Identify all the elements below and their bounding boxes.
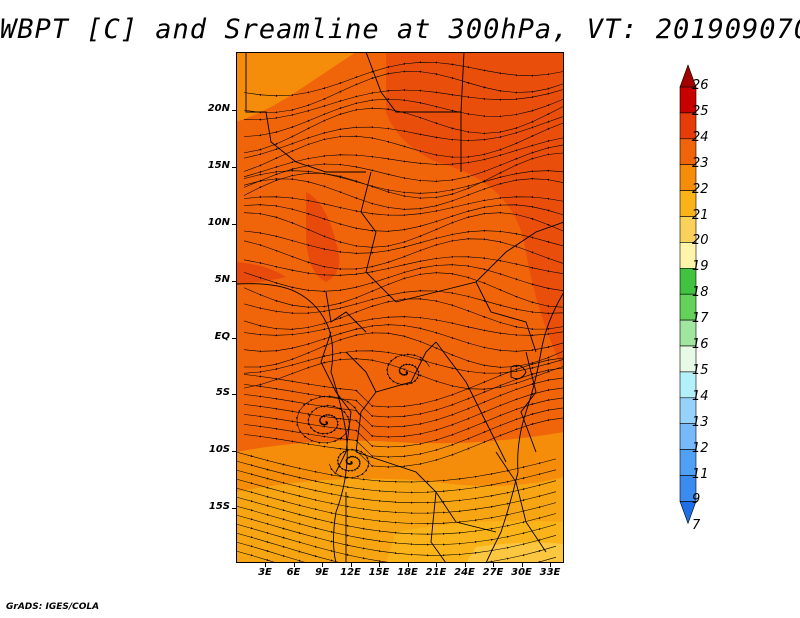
map-panel xyxy=(236,52,564,563)
lat-tick xyxy=(232,451,236,452)
lat-label: 10N xyxy=(207,217,230,228)
colorbar-label: 25 xyxy=(692,103,709,119)
lat-tick xyxy=(232,224,236,225)
lon-tick xyxy=(293,563,295,567)
streamlines xyxy=(236,61,564,563)
lon-label: 3E xyxy=(258,567,272,578)
lon-tick xyxy=(521,563,523,567)
lon-tick xyxy=(464,563,466,567)
lon-tick xyxy=(493,563,494,567)
lon-label: 21E xyxy=(425,567,447,578)
streamline xyxy=(243,417,564,469)
lon-tick xyxy=(322,563,323,567)
lon-tick xyxy=(350,563,352,567)
lat-label: 5N xyxy=(214,274,230,285)
lon-label: 24E xyxy=(454,567,475,578)
lon-label: 6E xyxy=(286,567,301,578)
colorbar-bottom-arrow xyxy=(679,501,697,525)
colorbar-label: 9 xyxy=(692,492,701,508)
colorbar-label: 22 xyxy=(692,181,709,197)
colorbar-label: 11 xyxy=(692,466,709,482)
lon-label: 18E xyxy=(397,567,418,578)
lat-tick xyxy=(232,167,236,168)
lon-label: 9E xyxy=(315,567,329,578)
lon-tick xyxy=(407,563,409,567)
colorbar-label: 17 xyxy=(692,311,709,327)
lon-label: 27E xyxy=(482,567,504,578)
lon-tick xyxy=(436,563,437,567)
colorbar-label: 19 xyxy=(692,259,709,275)
colorbar-label: 16 xyxy=(692,337,709,352)
map-canvas xyxy=(236,52,564,563)
lat-tick xyxy=(232,508,236,509)
colorbar-label: 23 xyxy=(692,155,709,171)
colorbar-label: 15 xyxy=(692,362,709,378)
lon-tick xyxy=(379,563,380,567)
lat-tick xyxy=(232,394,236,395)
lat-label: EQ xyxy=(214,331,230,342)
lat-tick xyxy=(232,338,236,339)
lat-label: 5S xyxy=(215,387,230,398)
colorbar xyxy=(679,64,697,525)
lon-label: 33E xyxy=(539,567,561,578)
colorbar-label: 21 xyxy=(692,207,709,223)
lon-label: 30E xyxy=(511,567,532,578)
lon-label: 12E xyxy=(340,567,361,578)
colorbar-label: 20 xyxy=(692,233,709,249)
colorbar-label: 14 xyxy=(692,388,709,404)
colorbar-label: 12 xyxy=(692,440,709,456)
lat-label: 10S xyxy=(208,444,230,455)
colorbar-label: 24 xyxy=(692,129,709,145)
colorbar-label: 7 xyxy=(692,518,701,534)
lat-tick xyxy=(232,281,236,282)
lon-label: 15E xyxy=(368,567,390,578)
colorbar-label: 13 xyxy=(692,414,709,430)
lat-label: 20N xyxy=(207,103,230,114)
colorbar-label: 26 xyxy=(692,78,709,93)
lat-label: 15N xyxy=(207,160,230,171)
lat-label: 15S xyxy=(208,501,230,512)
grads-footer: GrADS: IGES/COLA xyxy=(6,602,100,612)
lon-tick xyxy=(550,563,551,567)
map-title: WBPT [C] and Sreamline at 300hPa, VT: 20… xyxy=(0,14,800,45)
colorbar-label: 18 xyxy=(692,285,709,301)
lon-tick xyxy=(265,563,266,567)
lat-tick xyxy=(232,110,236,111)
